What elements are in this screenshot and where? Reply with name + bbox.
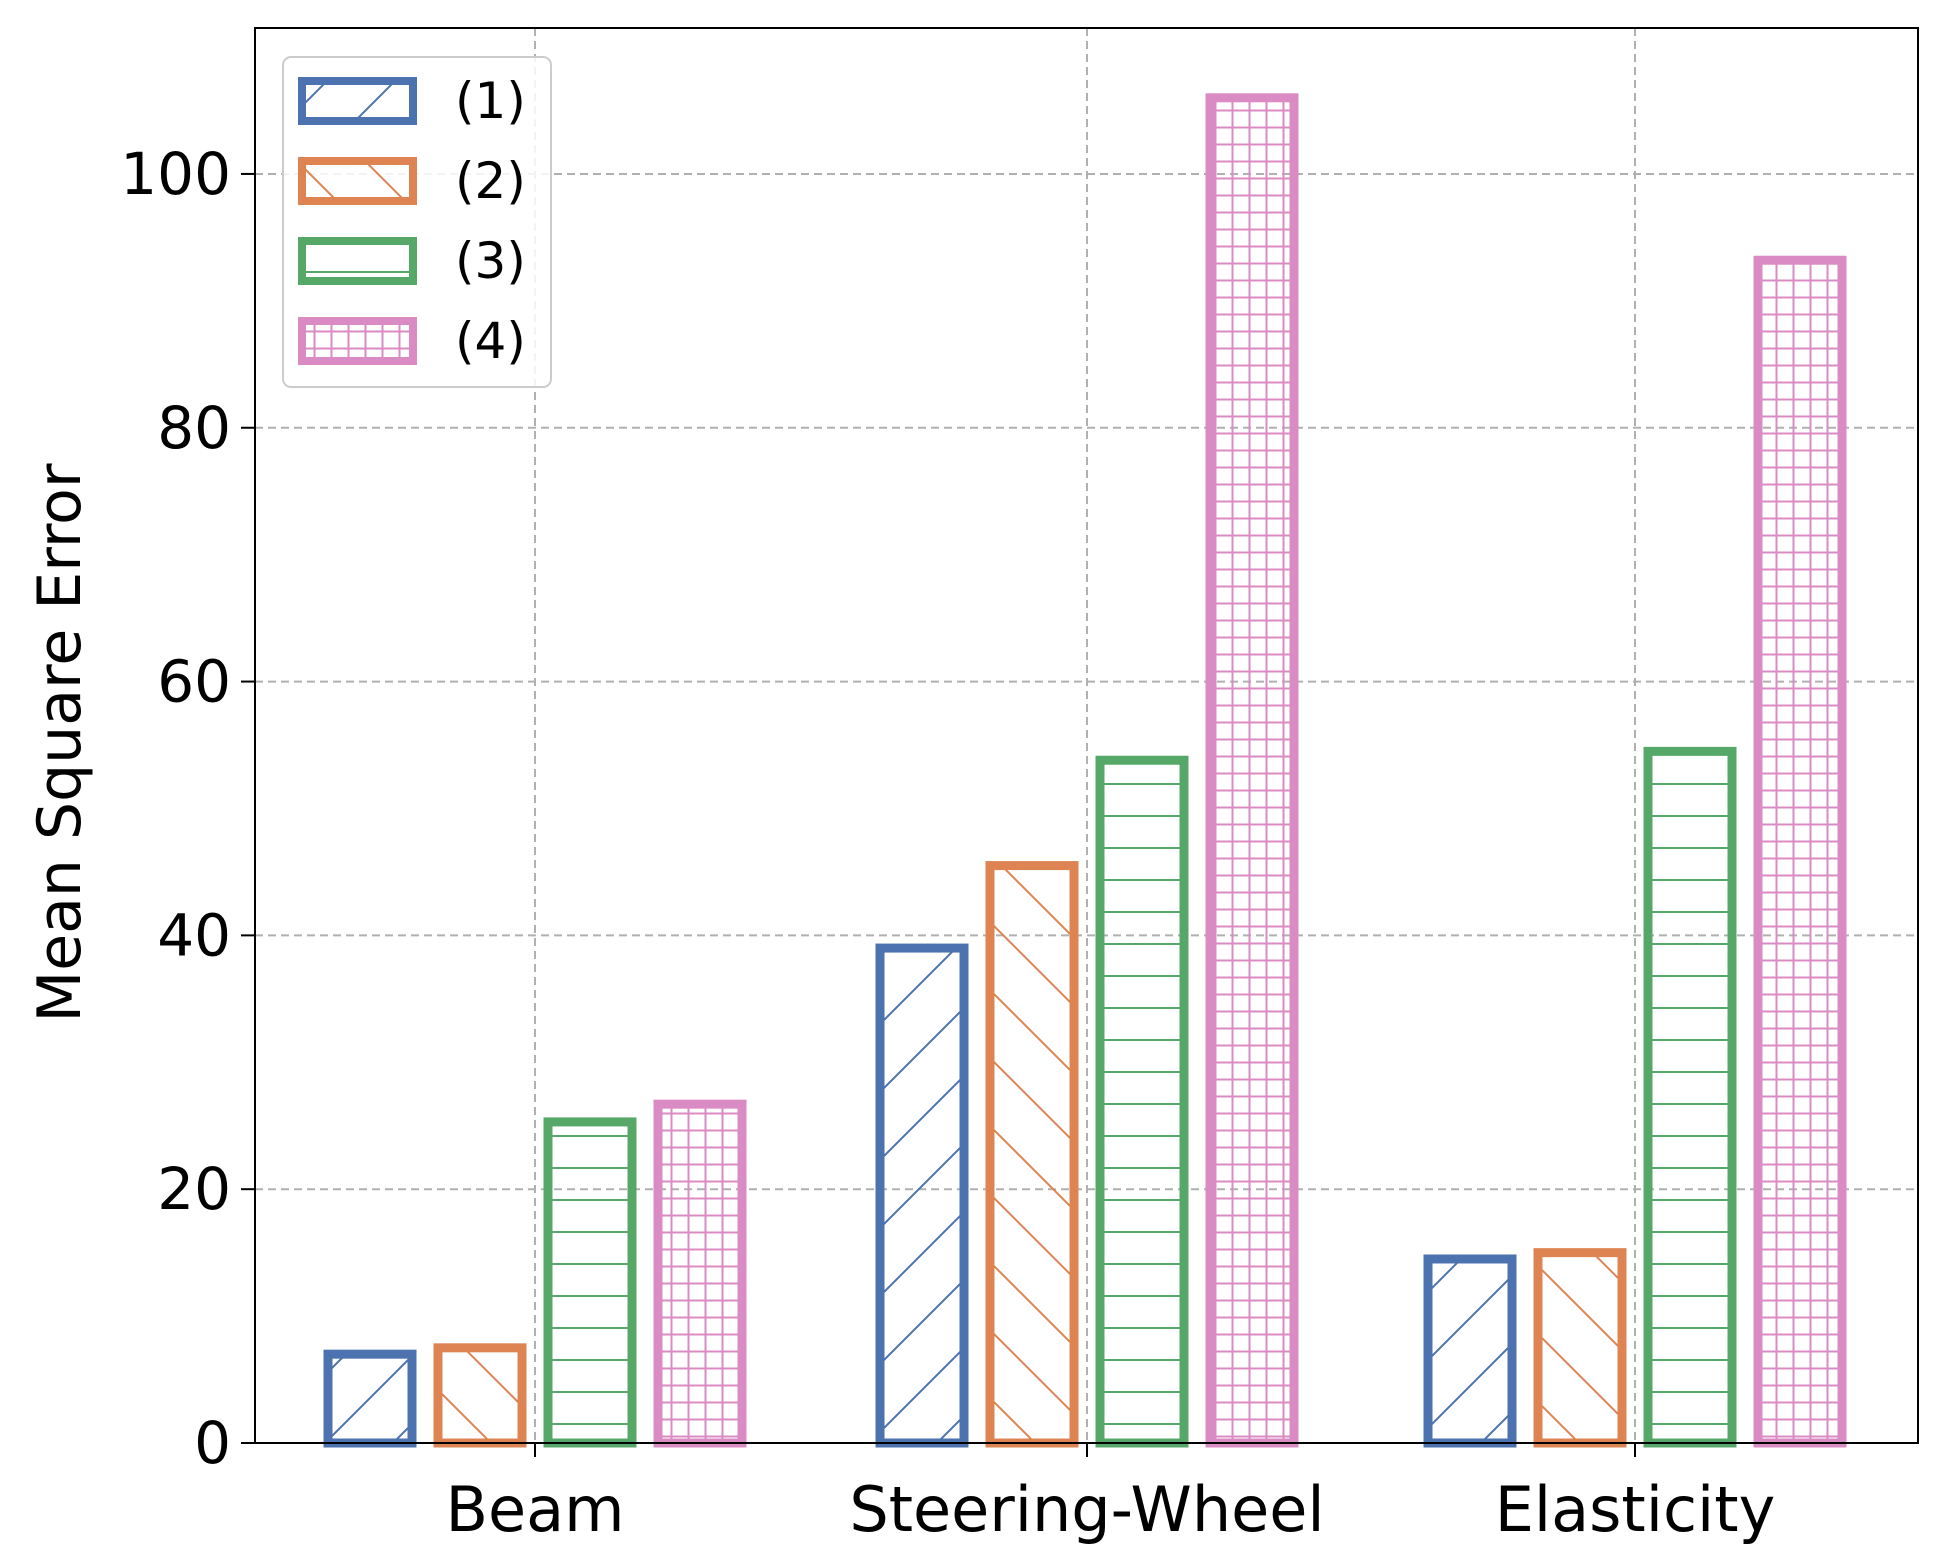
- y-tick-label-80: 80: [157, 394, 231, 462]
- bar-steering-wheel-series-1: [875, 943, 969, 1448]
- bar-elasticity-series-1: [1423, 1254, 1517, 1448]
- axes-layer: 0 20 40 60 80 100 Beam Steering-Wheel Elasticity: [120, 27, 1919, 1546]
- legend: (1) (2) (3) (4): [282, 56, 552, 388]
- bar-beam-series-2: [433, 1343, 527, 1448]
- bar-beam-series-4: [653, 1099, 747, 1448]
- bar-elasticity-series-4: [1753, 255, 1847, 1448]
- y-tick-label-100: 100: [120, 140, 231, 208]
- y-tick-label-20: 20: [157, 1155, 231, 1223]
- x-tick-label-beam: Beam: [445, 1473, 624, 1546]
- x-tick-label-elasticity: Elasticity: [1495, 1473, 1776, 1546]
- plot-frame: [254, 27, 1919, 1444]
- legend-box: [282, 56, 552, 388]
- x-tick-label-steering-wheel: Steering-Wheel: [849, 1473, 1324, 1546]
- legend-swatch-4: [298, 317, 417, 365]
- y-axis-label: Mean Square Error: [25, 463, 95, 1022]
- y-tick-label-0: 0: [194, 1409, 231, 1477]
- bar-beam-series-1: [323, 1349, 417, 1448]
- legend-swatch-1: [298, 77, 417, 125]
- legend-label-3: (3): [455, 232, 526, 290]
- legend-swatch-3: [298, 237, 417, 285]
- y-tick-label-60: 60: [157, 648, 231, 716]
- bar-steering-wheel-series-3: [1095, 755, 1189, 1448]
- bar-elasticity-series-2: [1533, 1248, 1627, 1448]
- grid-layer: [255, 28, 1918, 1443]
- bar-elasticity-series-3: [1643, 746, 1737, 1448]
- legend-label-2: (2): [455, 152, 526, 210]
- bar-beam-series-3: [543, 1117, 637, 1448]
- legend-swatch-2: [298, 157, 417, 205]
- bars-layer: [323, 93, 1847, 1448]
- legend-label-4: (4): [455, 312, 526, 370]
- bar-steering-wheel-series-2: [985, 861, 1079, 1448]
- bar-steering-wheel-series-4: [1205, 93, 1299, 1448]
- legend-label-1: (1): [455, 72, 526, 130]
- y-tick-label-40: 40: [157, 901, 231, 969]
